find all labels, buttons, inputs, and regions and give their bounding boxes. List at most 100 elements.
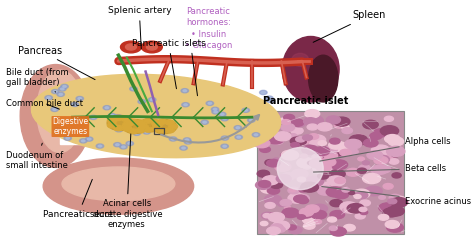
Circle shape	[265, 160, 275, 166]
Circle shape	[52, 89, 59, 94]
Circle shape	[318, 123, 332, 131]
Circle shape	[212, 110, 219, 114]
Circle shape	[158, 119, 167, 124]
Circle shape	[294, 195, 307, 203]
Circle shape	[117, 129, 120, 131]
Circle shape	[201, 120, 209, 124]
Circle shape	[291, 143, 299, 147]
Circle shape	[267, 187, 280, 194]
Circle shape	[250, 119, 253, 121]
Circle shape	[152, 120, 177, 134]
Circle shape	[295, 194, 310, 202]
Circle shape	[123, 122, 132, 127]
Text: Common bile duct: Common bile duct	[6, 99, 82, 109]
Text: Bile duct (from
gall bladder): Bile duct (from gall bladder)	[6, 68, 68, 92]
Circle shape	[182, 147, 185, 149]
Circle shape	[288, 225, 296, 230]
Circle shape	[282, 150, 299, 160]
Circle shape	[125, 120, 135, 126]
Circle shape	[265, 202, 275, 208]
Circle shape	[294, 121, 305, 127]
Circle shape	[151, 127, 159, 131]
Circle shape	[152, 122, 161, 127]
Circle shape	[392, 153, 399, 157]
Circle shape	[263, 214, 271, 218]
Text: Exocrine acinus: Exocrine acinus	[322, 186, 471, 206]
Circle shape	[169, 137, 177, 141]
Circle shape	[296, 137, 305, 142]
Circle shape	[293, 193, 301, 197]
Circle shape	[166, 122, 169, 124]
Circle shape	[144, 119, 152, 123]
Circle shape	[391, 197, 408, 207]
Circle shape	[329, 226, 337, 230]
Circle shape	[140, 101, 143, 103]
Circle shape	[237, 136, 240, 138]
Circle shape	[208, 102, 211, 104]
Circle shape	[318, 173, 328, 179]
Circle shape	[270, 182, 283, 188]
Circle shape	[78, 98, 82, 99]
Circle shape	[359, 165, 371, 172]
Circle shape	[181, 89, 189, 93]
Text: Pancreatic duct: Pancreatic duct	[43, 179, 113, 219]
Circle shape	[318, 141, 327, 145]
Circle shape	[213, 109, 217, 110]
Circle shape	[267, 135, 284, 144]
Circle shape	[289, 226, 302, 234]
Circle shape	[299, 140, 306, 144]
Circle shape	[303, 146, 318, 154]
Circle shape	[388, 137, 404, 146]
Circle shape	[365, 186, 382, 196]
Circle shape	[330, 211, 345, 219]
Circle shape	[264, 130, 274, 136]
Circle shape	[139, 124, 148, 129]
Circle shape	[184, 104, 187, 106]
Circle shape	[313, 165, 328, 173]
Circle shape	[143, 130, 150, 134]
Circle shape	[116, 116, 123, 120]
Ellipse shape	[20, 65, 91, 168]
Circle shape	[263, 176, 279, 185]
Circle shape	[51, 107, 58, 112]
Circle shape	[90, 115, 97, 120]
Circle shape	[53, 109, 56, 110]
Circle shape	[383, 208, 399, 217]
Circle shape	[271, 224, 283, 231]
Circle shape	[303, 118, 317, 125]
Circle shape	[307, 124, 318, 130]
Circle shape	[288, 187, 300, 194]
Circle shape	[130, 87, 137, 91]
Circle shape	[387, 223, 403, 232]
Ellipse shape	[31, 74, 281, 158]
Text: Digestive
enzymes: Digestive enzymes	[52, 117, 89, 136]
Circle shape	[284, 114, 294, 120]
Circle shape	[115, 115, 123, 119]
Circle shape	[348, 191, 355, 195]
Circle shape	[280, 200, 292, 206]
Circle shape	[278, 201, 287, 206]
Circle shape	[279, 118, 288, 123]
Circle shape	[363, 120, 378, 129]
Circle shape	[66, 137, 69, 139]
Circle shape	[387, 206, 404, 216]
Circle shape	[203, 121, 206, 123]
Circle shape	[154, 123, 162, 128]
Circle shape	[308, 161, 314, 165]
Circle shape	[378, 214, 389, 220]
Circle shape	[382, 151, 397, 159]
Circle shape	[389, 159, 399, 164]
Circle shape	[383, 184, 393, 189]
Circle shape	[267, 159, 280, 167]
Circle shape	[302, 135, 312, 141]
Circle shape	[220, 113, 224, 115]
Circle shape	[72, 117, 79, 121]
Circle shape	[262, 92, 265, 93]
Circle shape	[354, 195, 361, 198]
Circle shape	[334, 117, 350, 126]
Circle shape	[262, 212, 273, 219]
Circle shape	[183, 138, 191, 142]
Circle shape	[221, 144, 228, 148]
Circle shape	[252, 133, 260, 137]
Circle shape	[244, 109, 247, 111]
